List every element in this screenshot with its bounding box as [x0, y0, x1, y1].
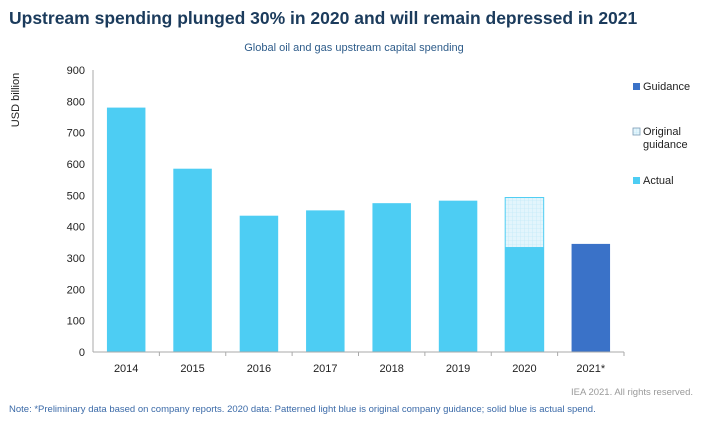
y-tick-label: 400	[67, 222, 85, 234]
bar-actual-2016	[239, 215, 279, 352]
footnote: Note: *Preliminary data based on company…	[9, 404, 596, 415]
bar-actual-2015	[173, 168, 212, 352]
legend-swatch-guidance	[633, 83, 640, 90]
y-tick-label: 100	[67, 316, 85, 328]
bars-group	[106, 107, 611, 353]
bar-actual-2018	[372, 203, 411, 352]
bar-actual-2019	[438, 200, 478, 352]
chart-subtitle: Global oil and gas upstream capital spen…	[244, 42, 464, 54]
y-tick-label: 800	[67, 96, 85, 108]
x-tick-label: 2014	[114, 363, 138, 375]
legend-label-actual: Actual	[643, 175, 674, 187]
y-tick-label: 700	[67, 128, 85, 140]
x-tick-label: 2018	[379, 363, 403, 375]
bar-actual-2017	[306, 210, 345, 352]
x-tick-label: 2019	[446, 363, 470, 375]
legend-swatch-actual	[633, 177, 640, 184]
x-tick-label: 2016	[247, 363, 271, 375]
x-tick-label: 2017	[313, 363, 337, 375]
legend-label-original-guidance: Original guidance	[643, 126, 688, 151]
x-axis: 2014 2015 2016 2017 2018 2019 2020 2021*	[93, 351, 625, 375]
y-tick-label: 0	[79, 347, 85, 359]
bar-guidance-2021	[571, 243, 611, 352]
source-credit: IEA 2021. All rights reserved.	[571, 387, 693, 398]
legend-label-guidance: Guidance	[643, 81, 690, 93]
y-axis: 0 100 200 300 400 500 600 700 800 900	[67, 65, 94, 359]
x-tick-label: 2021*	[576, 363, 605, 375]
bar-actual-2014	[106, 107, 146, 352]
y-tick-label: 300	[67, 253, 85, 265]
legend: Guidance Original guidance Actual	[632, 81, 690, 187]
bar-actual-2020	[505, 247, 544, 352]
y-axis-label: USD billion	[10, 73, 22, 127]
y-tick-label: 900	[67, 65, 85, 77]
y-tick-label: 600	[67, 159, 85, 171]
y-tick-label: 200	[67, 284, 85, 296]
legend-swatch-original-guidance	[632, 127, 641, 136]
y-tick-label: 500	[67, 190, 85, 202]
x-tick-label: 2015	[180, 363, 204, 375]
chart-headline: Upstream spending plunged 30% in 2020 an…	[9, 8, 638, 28]
x-tick-label: 2020	[512, 363, 536, 375]
